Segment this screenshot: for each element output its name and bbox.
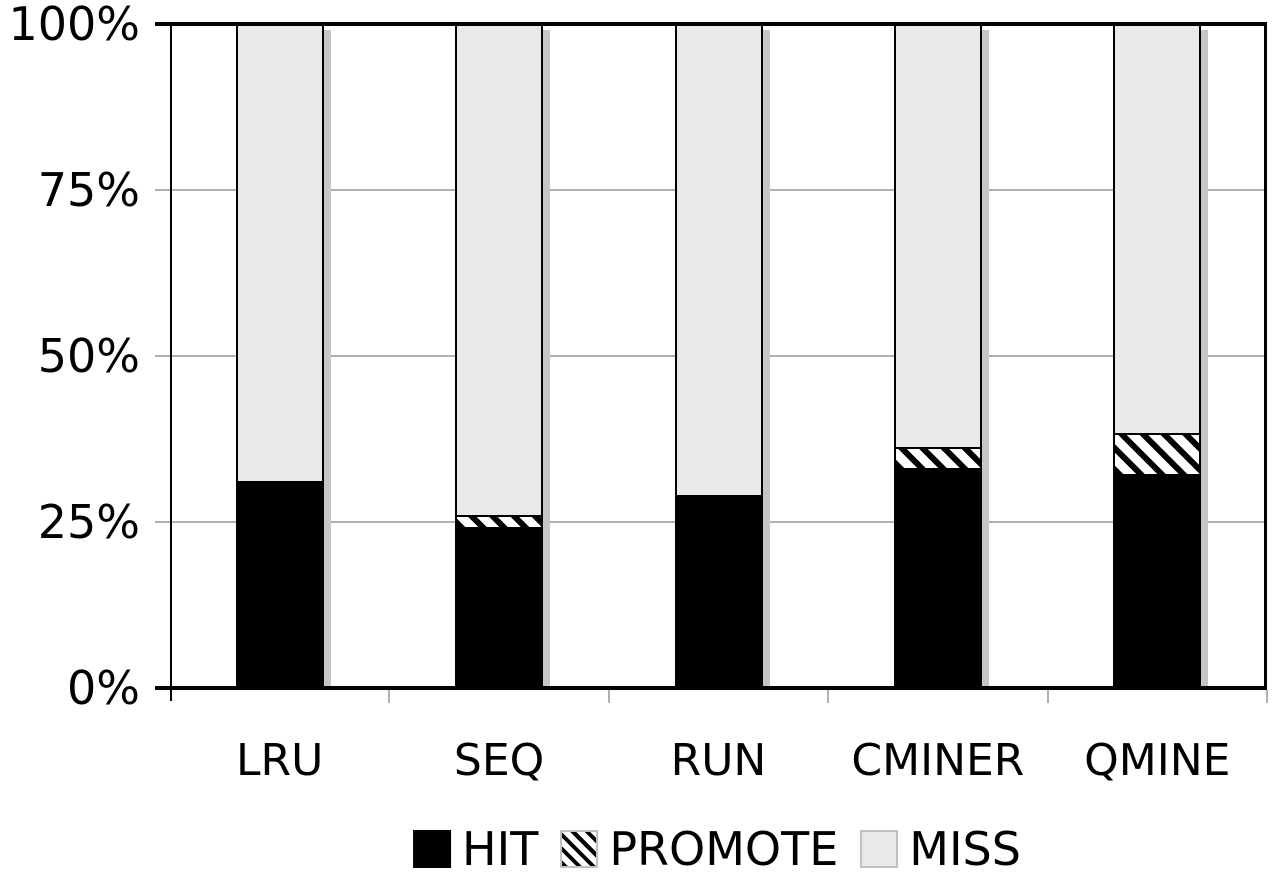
segment-hit-cminer bbox=[895, 469, 980, 687]
hit-swatch-icon bbox=[413, 830, 452, 868]
x-axis-line bbox=[155, 686, 1267, 690]
segment-promote-seq bbox=[457, 514, 542, 529]
plot-top-border bbox=[155, 22, 1267, 26]
segment-miss-run bbox=[676, 26, 761, 495]
segment-miss-qmine bbox=[1115, 26, 1200, 434]
bar-lru bbox=[235, 24, 331, 688]
miss-swatch-icon bbox=[860, 830, 899, 868]
bar-qmine bbox=[1113, 24, 1209, 688]
x-tick-label-lru: LRU bbox=[236, 735, 324, 786]
segment-miss-lru bbox=[237, 26, 322, 482]
bar-shadow bbox=[323, 30, 331, 686]
bar-shadow bbox=[981, 30, 989, 686]
segment-miss-seq bbox=[457, 26, 542, 515]
x-tick-label-seq: SEQ bbox=[453, 735, 545, 786]
bar-seq bbox=[455, 24, 551, 688]
legend-label: HIT bbox=[462, 822, 539, 876]
y-tick-label: 100% bbox=[8, 0, 140, 51]
segment-hit-run bbox=[676, 494, 761, 686]
segment-promote-cminer bbox=[895, 447, 980, 470]
segment-miss-cminer bbox=[895, 26, 980, 448]
bar-cminer bbox=[893, 24, 989, 688]
legend-label: MISS bbox=[909, 822, 1021, 876]
category-boundary-tick bbox=[1046, 690, 1049, 703]
segment-hit-seq bbox=[457, 528, 542, 686]
bar-shadow bbox=[762, 30, 770, 686]
segment-hit-lru bbox=[237, 481, 322, 686]
bar-run bbox=[674, 24, 770, 688]
y-tick-label: 75% bbox=[37, 163, 140, 217]
bar-shadow bbox=[543, 30, 551, 686]
category-boundary-tick bbox=[388, 690, 391, 703]
plot-right-border bbox=[1264, 24, 1267, 688]
y-tick-label: 25% bbox=[37, 495, 140, 549]
x-tick-label-qmine: QMINE bbox=[1084, 735, 1231, 786]
legend-item-hit: HIT bbox=[413, 824, 538, 874]
y-tick-label: 50% bbox=[37, 329, 140, 383]
y-tick-label: 0% bbox=[67, 661, 140, 715]
x-tick-label-cminer: CMINER bbox=[851, 735, 1025, 786]
legend-label: PROMOTE bbox=[609, 822, 839, 876]
x-tick-label-run: RUN bbox=[670, 735, 767, 786]
bar-shadow bbox=[1201, 30, 1209, 686]
promote-hatch-swatch-icon bbox=[560, 830, 599, 868]
category-boundary-tick bbox=[1266, 690, 1268, 703]
y-axis-line bbox=[170, 24, 172, 701]
legend-item-promote: PROMOTE bbox=[560, 824, 838, 874]
category-boundary-tick bbox=[827, 690, 830, 703]
plot-area bbox=[155, 22, 1268, 703]
segment-promote-qmine bbox=[1115, 433, 1200, 477]
legend: HIT PROMOTE MISS bbox=[413, 824, 1021, 874]
segment-hit-qmine bbox=[1115, 476, 1200, 686]
category-boundary-tick bbox=[607, 690, 610, 703]
legend-item-miss: MISS bbox=[860, 824, 1021, 874]
